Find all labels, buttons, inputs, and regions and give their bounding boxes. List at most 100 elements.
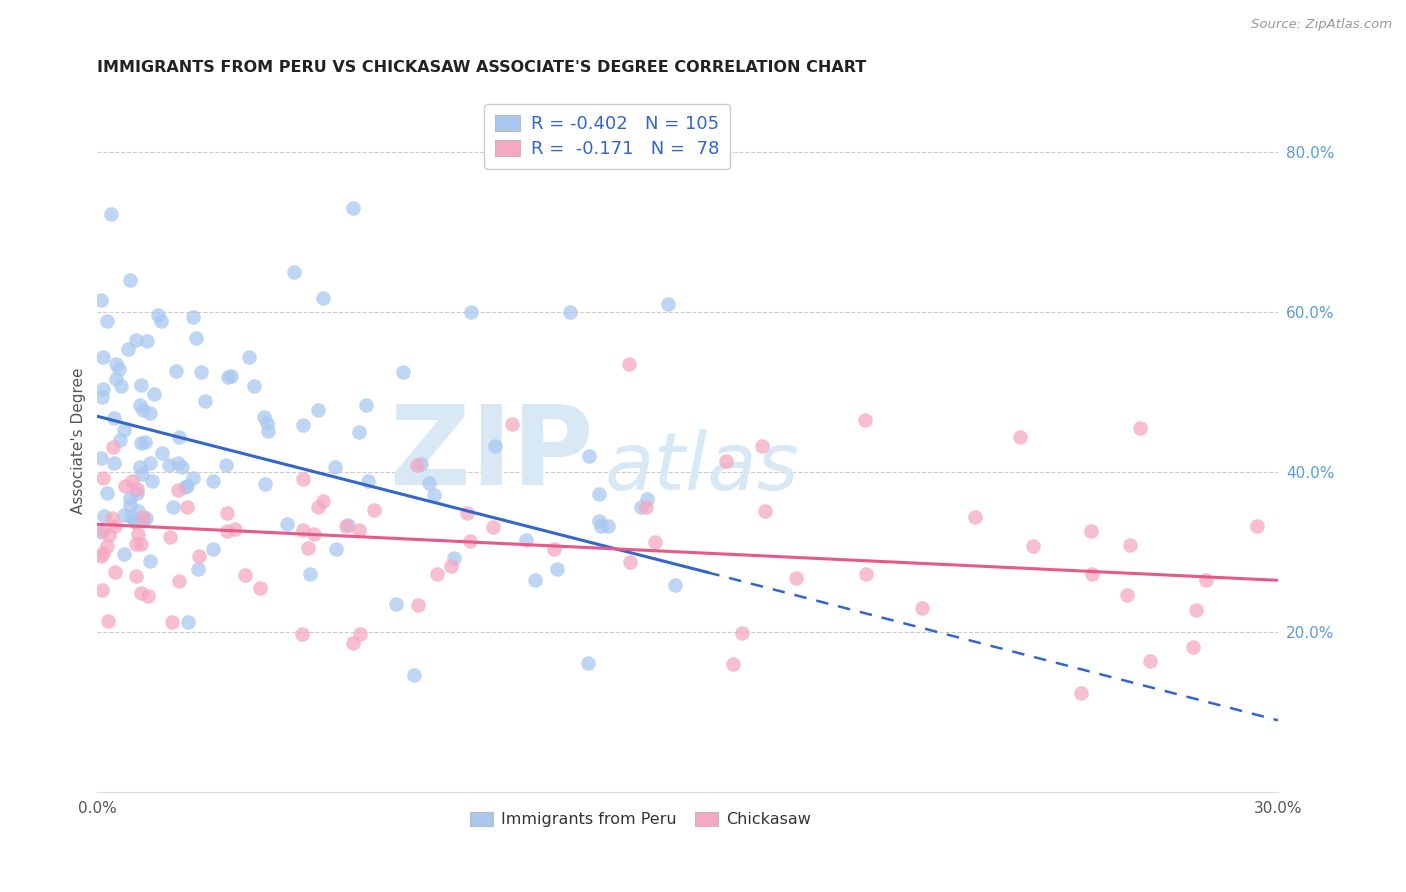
Point <box>385 597 408 611</box>
Point <box>176 500 198 514</box>
Point <box>276 516 298 531</box>
Point <box>96 314 118 328</box>
Point <box>129 435 152 450</box>
Point <box>105 372 128 386</box>
Point <box>131 586 153 600</box>
Point <box>634 500 657 514</box>
Point <box>181 471 204 485</box>
Point <box>121 474 143 488</box>
Point <box>291 627 314 641</box>
Point <box>515 533 537 547</box>
Point <box>90 525 112 540</box>
Point <box>754 504 776 518</box>
Point <box>249 582 271 596</box>
Point <box>97 614 120 628</box>
Point <box>108 362 131 376</box>
Point <box>347 523 370 537</box>
Point <box>165 363 187 377</box>
Point <box>484 439 506 453</box>
Point <box>482 519 505 533</box>
Point <box>404 668 426 682</box>
Point <box>159 530 181 544</box>
Point <box>458 533 481 548</box>
Point <box>190 366 212 380</box>
Point <box>460 305 482 319</box>
Point <box>291 523 314 537</box>
Point <box>129 459 152 474</box>
Text: Source: ZipAtlas.com: Source: ZipAtlas.com <box>1251 18 1392 31</box>
Point <box>292 472 315 486</box>
Point <box>543 542 565 557</box>
Point <box>347 425 370 439</box>
Point <box>443 551 465 566</box>
Point <box>751 439 773 453</box>
Point <box>588 514 610 528</box>
Point <box>167 430 190 444</box>
Point <box>150 446 173 460</box>
Point <box>138 590 160 604</box>
Point <box>104 357 127 371</box>
Point <box>423 488 446 502</box>
Point <box>302 526 325 541</box>
Point <box>124 514 146 528</box>
Point <box>201 542 224 557</box>
Point <box>963 509 986 524</box>
Point <box>721 657 744 671</box>
Point <box>224 522 246 536</box>
Point <box>93 471 115 485</box>
Point <box>127 504 149 518</box>
Point <box>146 309 169 323</box>
Point <box>357 474 380 488</box>
Point <box>125 537 148 551</box>
Point <box>617 357 640 371</box>
Point <box>215 458 238 473</box>
Point <box>1118 538 1140 552</box>
Point <box>90 450 112 465</box>
Point <box>129 398 152 412</box>
Text: IMMIGRANTS FROM PERU VS CHICKASAW ASSOCIATE'S DEGREE CORRELATION CHART: IMMIGRANTS FROM PERU VS CHICKASAW ASSOCI… <box>97 60 866 75</box>
Point <box>120 491 142 505</box>
Point <box>657 297 679 311</box>
Point <box>132 510 155 524</box>
Point <box>187 561 209 575</box>
Point <box>596 519 619 533</box>
Point <box>90 293 112 307</box>
Point <box>418 475 440 490</box>
Point <box>714 453 737 467</box>
Point <box>125 486 148 500</box>
Point <box>243 379 266 393</box>
Point <box>162 500 184 514</box>
Point <box>141 475 163 489</box>
Point <box>135 334 157 348</box>
Point <box>307 500 329 515</box>
Point <box>184 331 207 345</box>
Point <box>96 486 118 500</box>
Point <box>546 562 568 576</box>
Point <box>405 458 427 473</box>
Point <box>342 636 364 650</box>
Point <box>91 382 114 396</box>
Point <box>103 457 125 471</box>
Point <box>1070 686 1092 700</box>
Point <box>1129 421 1152 435</box>
Point <box>426 566 449 581</box>
Point <box>112 508 135 522</box>
Point <box>1010 429 1032 443</box>
Point <box>110 433 132 447</box>
Point <box>1115 588 1137 602</box>
Point <box>254 476 277 491</box>
Point <box>129 536 152 550</box>
Point <box>644 535 666 549</box>
Point <box>176 479 198 493</box>
Point <box>312 291 335 305</box>
Point <box>1081 566 1104 581</box>
Point <box>1182 640 1205 654</box>
Point <box>337 518 360 533</box>
Point <box>149 314 172 328</box>
Point <box>591 518 613 533</box>
Point <box>354 398 377 412</box>
Text: ZIP: ZIP <box>389 401 593 508</box>
Point <box>578 449 600 463</box>
Point <box>1080 524 1102 538</box>
Point <box>335 518 357 533</box>
